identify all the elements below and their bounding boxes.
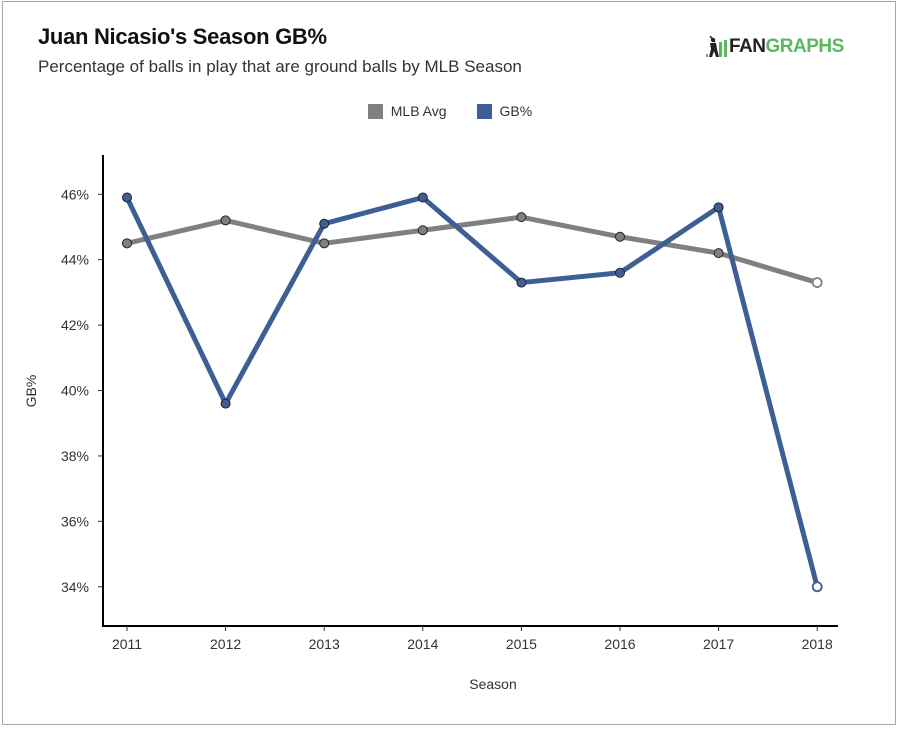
legend-label-mlb-avg: MLB Avg bbox=[390, 103, 447, 119]
legend-label-gb: GB% bbox=[499, 103, 533, 119]
fangraphs-logo: FAN GRAPHS bbox=[706, 35, 844, 59]
x-tick-label: 2012 bbox=[210, 636, 241, 652]
data-point-gb bbox=[122, 192, 132, 203]
series-layer bbox=[122, 192, 823, 593]
axes: 34% 36% 38% 40% 42% 44% 46% 2011 2012 2013 2014 201… bbox=[61, 155, 838, 652]
batter-bars-logo-icon bbox=[706, 36, 727, 57]
legend-swatch-mlb-avg bbox=[367, 103, 383, 119]
x-tick-label: 2018 bbox=[802, 636, 833, 652]
x-axis-title: Season bbox=[469, 676, 516, 692]
data-point-mlb-avg bbox=[122, 238, 132, 249]
data-point-gb bbox=[417, 192, 428, 203]
data-point-mlb-avg bbox=[516, 212, 527, 223]
series-line-mlb-avg bbox=[124, 214, 820, 286]
x-tick-label: 2017 bbox=[703, 636, 734, 652]
y-tick-label: 46% bbox=[61, 186, 89, 202]
data-point-gb bbox=[811, 581, 823, 593]
data-point-gb bbox=[516, 277, 527, 288]
data-point-mlb-avg bbox=[220, 215, 231, 226]
x-tick-label: 2013 bbox=[309, 636, 340, 652]
data-point-gb bbox=[713, 202, 724, 213]
data-point-gb bbox=[220, 398, 231, 409]
x-tick-label: 2014 bbox=[407, 636, 438, 652]
data-point-mlb-avg bbox=[615, 231, 625, 242]
x-tick-label: 2011 bbox=[112, 636, 142, 652]
y-axis-title: GB% bbox=[23, 375, 39, 408]
data-point-mlb-avg bbox=[319, 238, 330, 249]
y-tick-label: 42% bbox=[61, 317, 89, 333]
y-tick-label: 34% bbox=[61, 579, 89, 595]
logo-text-graphs: GRAPHS bbox=[765, 36, 845, 57]
x-tick-label: 2016 bbox=[604, 636, 635, 652]
data-point-mlb-avg bbox=[417, 225, 428, 236]
data-point-gb bbox=[615, 267, 625, 278]
chart-subtitle: Percentage of balls in play that are gro… bbox=[38, 57, 522, 76]
y-tick-label: 36% bbox=[61, 513, 89, 529]
legend: MLB Avg GB% bbox=[0, 103, 900, 119]
data-point-mlb-avg bbox=[713, 248, 724, 259]
data-point-mlb-avg bbox=[811, 277, 823, 288]
y-tick-label: 38% bbox=[61, 448, 89, 464]
data-point-gb bbox=[319, 218, 330, 229]
legend-item-gb[interactable]: GB% bbox=[476, 103, 533, 119]
y-tick-label: 40% bbox=[61, 383, 89, 399]
legend-swatch-gb bbox=[476, 103, 492, 119]
series-line-gb bbox=[124, 195, 820, 590]
x-tick-label: 2015 bbox=[506, 636, 537, 652]
y-tick-label: 44% bbox=[61, 252, 89, 268]
logo-text-fan: FAN bbox=[729, 36, 766, 57]
chart-title: Juan Nicasio's Season GB% bbox=[38, 24, 327, 49]
legend-item-mlb-avg[interactable]: MLB Avg bbox=[367, 103, 447, 119]
